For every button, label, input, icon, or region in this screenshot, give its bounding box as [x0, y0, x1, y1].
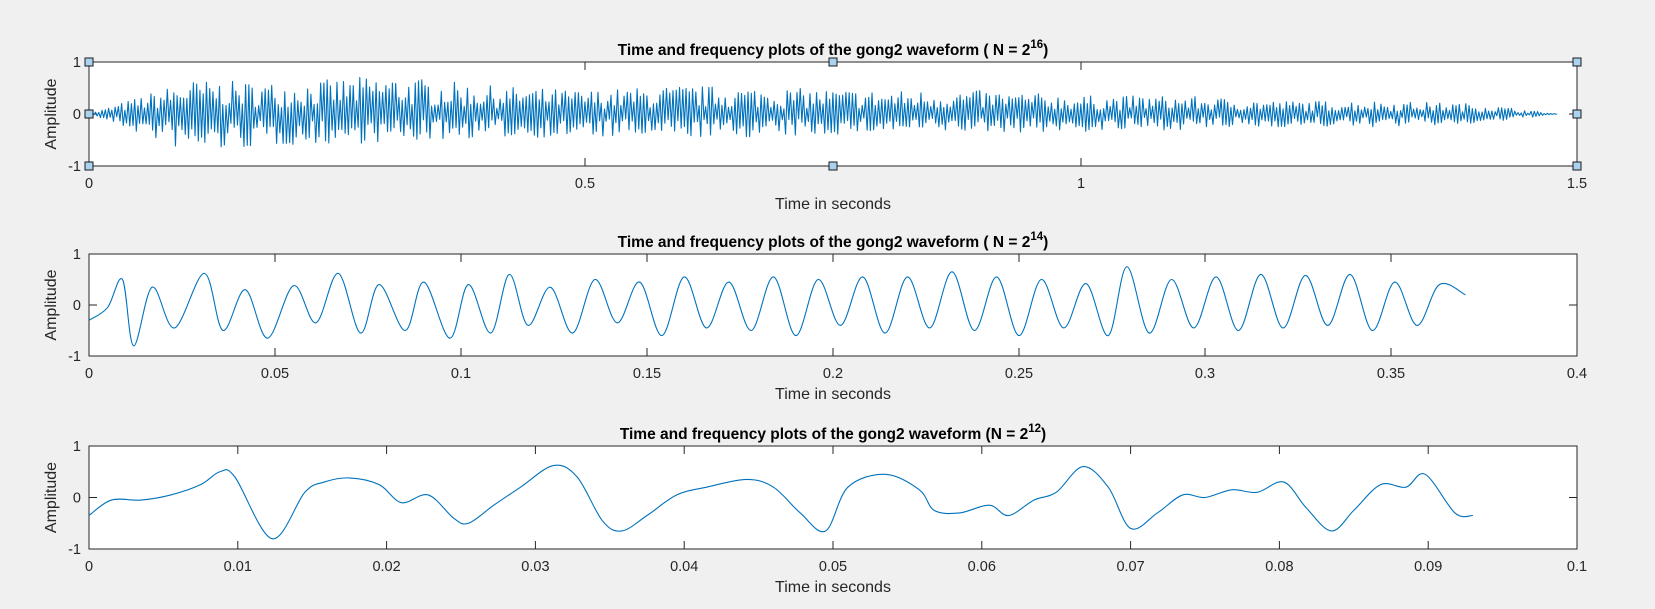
axes-box[interactable]: [88, 253, 1578, 357]
x-tick-label: 0.08: [1265, 559, 1293, 575]
x-tick-label: 0.02: [372, 559, 400, 575]
subplot-3: 0 0.01 0.02 0.03 0.04 0.05 0.06 0.07 0.08 0.09 0.1…: [43, 423, 1587, 596]
title-main: Time and frequency plots of the gong2 wa…: [618, 234, 1031, 251]
selection-handle[interactable]: [828, 57, 838, 67]
x-tick-label: 0.06: [968, 559, 996, 575]
x-axis-label: Time in seconds: [775, 196, 891, 213]
x-tick-label: 0.4: [1567, 366, 1587, 382]
x-tick-label: 0.1: [1567, 559, 1587, 575]
title-suffix: ): [1043, 234, 1048, 251]
y-tick-label: 1: [73, 247, 81, 263]
y-axis-label: Amplitude: [43, 78, 60, 149]
y-axis-label: Amplitude: [43, 269, 60, 340]
title-exponent: 12: [1028, 423, 1041, 435]
title-main: Time and frequency plots of the gong2 wa…: [618, 42, 1031, 59]
title-exponent: 14: [1030, 231, 1043, 243]
x-tick-label: 0: [85, 176, 93, 192]
x-tick-label: 0.35: [1377, 366, 1405, 382]
title-exponent: 16: [1030, 39, 1043, 51]
x-axis-label: Time in seconds: [775, 386, 891, 403]
x-tick-label: 0.3: [1195, 366, 1215, 382]
x-tick-label: 0.1: [451, 366, 471, 382]
x-tick-label: 0.05: [261, 366, 289, 382]
subplot-title: Time and frequency plots of the gong2 wa…: [618, 39, 1049, 59]
waveform-line[interactable]: [88, 76, 1558, 148]
selection-handle[interactable]: [84, 109, 94, 119]
y-tick-label: 1: [73, 439, 81, 455]
title-main: Time and frequency plots of the gong2 wa…: [620, 426, 1028, 443]
x-tick-label: 0.5: [575, 176, 595, 192]
y-tick-label: -1: [68, 542, 81, 558]
y-tick-label: 1: [73, 55, 81, 71]
title-suffix: ): [1041, 426, 1046, 443]
x-tick-label: 0.01: [224, 559, 252, 575]
subplot-title: Time and frequency plots of the gong2 wa…: [620, 423, 1046, 443]
x-tick-label: 0.03: [521, 559, 549, 575]
y-tick-label: -1: [68, 349, 81, 365]
x-axis-label: Time in seconds: [775, 579, 891, 596]
x-tick-label: 1.5: [1567, 176, 1587, 192]
x-tick-label: 0: [85, 559, 93, 575]
x-tick-label: 0.04: [670, 559, 698, 575]
selection-handle[interactable]: [84, 57, 94, 67]
x-tick-label: 0.15: [633, 366, 661, 382]
x-tick-label: 0.2: [823, 366, 843, 382]
title-suffix: ): [1043, 42, 1048, 59]
selection-handle[interactable]: [828, 161, 838, 171]
subplot-title: Time and frequency plots of the gong2 wa…: [618, 231, 1049, 251]
x-tick-label: 0.05: [819, 559, 847, 575]
x-tick-label: 0: [85, 366, 93, 382]
waveform-line[interactable]: [88, 266, 1466, 347]
x-tick-label: 0.09: [1414, 559, 1442, 575]
y-tick-label: -1: [68, 159, 81, 175]
selection-handle[interactable]: [1572, 161, 1582, 171]
y-tick-label: 0: [73, 107, 81, 123]
x-tick-label: 0.07: [1116, 559, 1144, 575]
y-tick-label: 0: [73, 298, 81, 314]
selection-handle[interactable]: [84, 161, 94, 171]
y-tick-label: 0: [73, 491, 81, 507]
x-tick-label: 1: [1077, 176, 1085, 192]
y-axis-label: Amplitude: [43, 462, 60, 533]
axes-box[interactable]: [88, 445, 1578, 550]
selection-handle[interactable]: [1572, 57, 1582, 67]
selection-handle[interactable]: [1572, 109, 1582, 119]
waveform-line[interactable]: [88, 464, 1473, 540]
x-tick-label: 0.25: [1005, 366, 1033, 382]
